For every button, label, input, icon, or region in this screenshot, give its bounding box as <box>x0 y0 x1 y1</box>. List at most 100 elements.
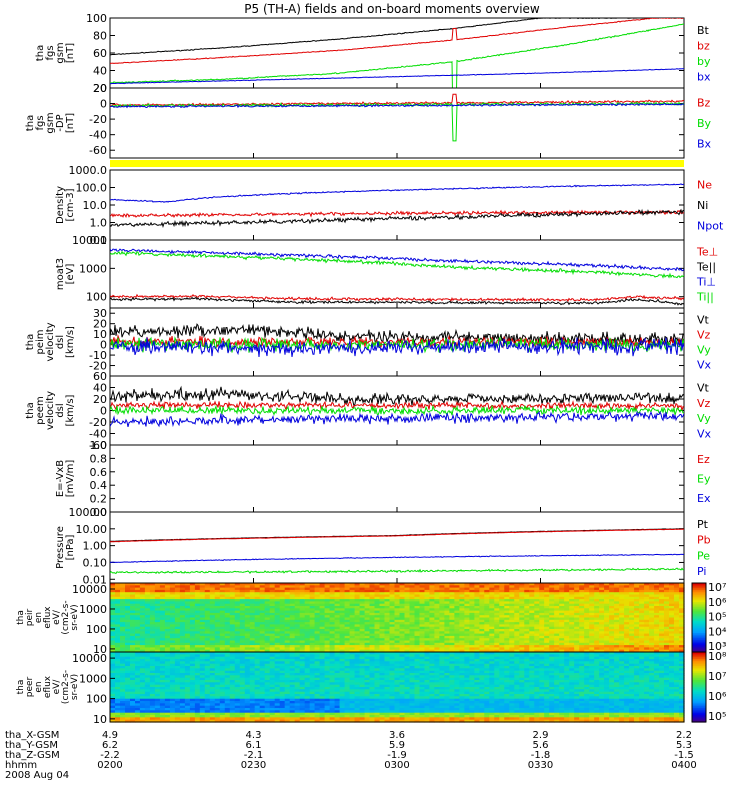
legend-entry: Pe <box>697 549 710 562</box>
legend-entry: Pt <box>697 518 709 531</box>
y-tick-label: 60 <box>93 370 107 383</box>
series-Bt <box>110 18 684 56</box>
series-Vy <box>110 403 684 416</box>
panel-efield: 0.00.20.40.60.81.0 E=-VxB [mV/m] Ez Ey Ex <box>55 439 711 519</box>
colorbar-label: 10⁶ <box>708 596 727 609</box>
legend-entry: Bt <box>697 24 710 37</box>
colorbar-label: 10⁶ <box>708 690 727 703</box>
series-bx <box>110 68 684 85</box>
legend-entry: bx <box>697 70 711 83</box>
legend-entry: Ne <box>697 178 712 191</box>
y-axis-label: [cm-3] <box>65 188 76 221</box>
y-tick-label: 0.1 <box>90 234 108 247</box>
legend-entry: by <box>697 55 711 68</box>
y-axis-label: eV/ <box>52 609 62 625</box>
y-tick-label: -60 <box>89 439 107 452</box>
y-tick-label: 0.01 <box>83 573 108 586</box>
colorbar <box>691 651 707 723</box>
y-axis-label: [mV/m] <box>65 460 76 498</box>
y-tick-label: 1000.0 <box>69 164 108 177</box>
y-tick-label: -20 <box>89 360 107 373</box>
y-axis-label: (cm2-s- <box>61 600 71 634</box>
y-tick-label: 100 <box>86 291 107 304</box>
ephemeris-value: 5.3 <box>676 740 692 751</box>
y-tick-label: 10000 <box>72 652 107 665</box>
y-axis-label: gsm <box>55 42 66 63</box>
y-tick-label: 1.0 <box>90 217 108 230</box>
y-tick-label: 0.10 <box>83 556 108 569</box>
y-tick-label: 0.8 <box>90 452 108 465</box>
y-tick-label: 20 <box>93 82 107 95</box>
legend-entry: By <box>697 117 712 130</box>
ephemeris-label: tha_Y-GSM <box>5 740 58 751</box>
legend-entry: Vt <box>697 382 710 395</box>
y-tick-label: 60 <box>93 47 107 60</box>
y-axis-label: peir <box>25 608 35 626</box>
colorbar-label: 10⁷ <box>708 581 726 594</box>
ephemeris-value: 0200 <box>97 760 122 771</box>
y-axis-label: eV/ <box>52 679 62 695</box>
y-tick-label: 0 <box>100 98 107 111</box>
y-tick-label: -60 <box>89 144 107 157</box>
y-tick-label: 0.2 <box>90 493 108 506</box>
legend-entry: Pb <box>697 534 711 547</box>
legend-entry: Vx <box>697 427 712 440</box>
y-axis-label: sr-eV) <box>70 604 80 630</box>
series-Vy <box>110 336 684 354</box>
ephemeris-value: -2.1 <box>244 750 264 761</box>
ephemeris-value: 5.6 <box>533 740 549 751</box>
y-axis-label: dsl <box>55 335 66 349</box>
ephemeris-value: 6.2 <box>102 740 118 751</box>
y-axis-label: tha <box>16 610 26 625</box>
series-Vz <box>110 400 684 412</box>
y-axis-label: [eV] <box>65 264 76 285</box>
series-Bx <box>110 102 684 109</box>
y-tick-label: 10 <box>93 328 107 341</box>
y-axis-label: velocity <box>45 391 56 430</box>
y-tick-label: 1.0 <box>90 439 108 452</box>
legend-entry: Npot <box>697 220 724 233</box>
series-Vt <box>110 385 684 408</box>
y-axis-label: peem <box>35 396 46 424</box>
series-Pe <box>110 567 684 575</box>
legend-entry: Te|| <box>696 261 716 274</box>
y-tick-label: 100 <box>86 623 107 636</box>
y-tick-label: 30 <box>93 307 107 320</box>
series-bz <box>110 18 684 65</box>
y-tick-label: -40 <box>89 129 107 142</box>
series-Ni <box>110 208 684 228</box>
y-tick-label: 0.4 <box>90 479 108 492</box>
y-axis-label: velocity <box>45 322 56 361</box>
colorbar-label: 10⁷ <box>708 670 726 683</box>
legend-entry: Vz <box>697 329 711 342</box>
y-tick-label: 1000 <box>79 262 107 275</box>
y-axis-label: fgs <box>45 45 56 60</box>
y-axis-label: peim <box>35 329 46 354</box>
ephemeris-value: 2.2 <box>676 730 692 741</box>
y-tick-label: -20 <box>89 416 107 429</box>
ephemeris-value: 4.3 <box>246 730 262 741</box>
colorbar-label: 10⁵ <box>708 710 726 723</box>
y-tick-label: 1000 <box>79 672 107 685</box>
legend-entry: Vy <box>697 412 711 425</box>
ephemeris-value: 0330 <box>528 760 553 771</box>
y-axis-label: Pressure <box>55 526 66 569</box>
y-tick-label: 10.0 <box>83 199 108 212</box>
ephemeris-value: -1.8 <box>531 750 551 761</box>
panel-frame <box>109 87 685 159</box>
y-axis-label: (cm2-s- <box>61 670 71 704</box>
legend-entry: Vt <box>697 314 710 327</box>
y-axis-label: [km/s] <box>65 394 76 426</box>
panel-frame <box>109 444 685 513</box>
ephemeris-label: hhmm <box>5 760 37 771</box>
series-Vx <box>110 410 684 428</box>
y-axis-label: [km/s] <box>65 326 76 358</box>
y-tick-label: 80 <box>93 30 107 43</box>
y-tick-label: 0 <box>100 339 107 352</box>
series-Bz <box>110 93 684 108</box>
